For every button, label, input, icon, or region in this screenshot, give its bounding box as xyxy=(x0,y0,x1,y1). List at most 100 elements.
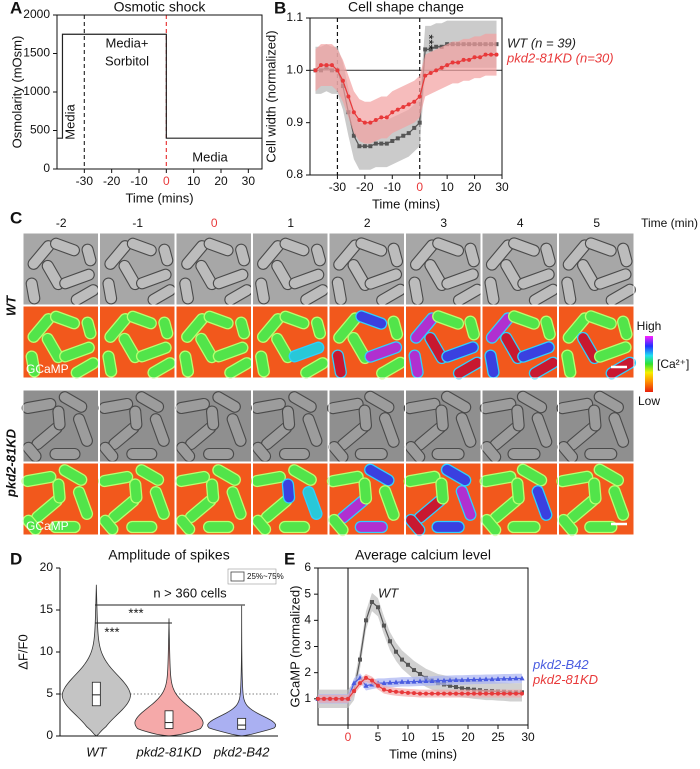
row-label: WT xyxy=(3,295,18,316)
brightfield-frame xyxy=(99,232,177,306)
cell xyxy=(608,485,630,521)
row-label: pkd2-81KD xyxy=(3,428,18,498)
data-point xyxy=(490,691,494,696)
cell xyxy=(556,470,594,488)
y-tick-label: 0 xyxy=(43,161,50,175)
frame-border xyxy=(481,462,558,536)
chart-title: Cell shape change xyxy=(348,0,464,15)
cell xyxy=(593,341,632,363)
chart-title: Average calcium level xyxy=(355,547,491,563)
data-point xyxy=(483,676,489,682)
data-point xyxy=(346,94,351,99)
data-point xyxy=(370,678,374,683)
data-point xyxy=(390,110,395,115)
annotation: n > 360 cells xyxy=(153,585,227,600)
cell xyxy=(508,237,540,257)
cell xyxy=(511,404,525,432)
cell xyxy=(281,478,296,504)
y-tick-label: 0.9 xyxy=(286,115,303,129)
colorbar-high: High xyxy=(637,319,662,333)
cell xyxy=(556,397,594,415)
iqr-box xyxy=(91,681,101,707)
cell xyxy=(378,412,400,448)
brightfield-frame xyxy=(326,389,405,464)
data-point xyxy=(448,683,452,688)
cell xyxy=(22,514,42,536)
data-point xyxy=(412,99,417,104)
cell xyxy=(354,447,388,461)
cell xyxy=(102,350,118,378)
data-point xyxy=(357,144,362,149)
cell xyxy=(70,357,100,379)
cell xyxy=(99,441,119,463)
cell xyxy=(129,405,143,431)
data-point xyxy=(423,73,428,78)
cell xyxy=(73,413,93,447)
x-axis-label: Time (mins) xyxy=(125,190,193,205)
cell xyxy=(517,341,555,363)
series-line xyxy=(57,33,262,139)
data-point xyxy=(429,678,435,684)
x-tick-label: 0 xyxy=(163,174,170,188)
data-point xyxy=(358,657,362,662)
cell xyxy=(25,277,41,305)
cell xyxy=(52,405,66,431)
chart-title: Amplitude of spikes xyxy=(108,547,229,563)
gcamp-frame xyxy=(251,462,329,536)
cell xyxy=(587,477,602,505)
cell xyxy=(288,268,325,290)
data-point xyxy=(381,680,387,686)
data-point xyxy=(405,679,411,684)
data-point xyxy=(318,63,323,68)
y-tick-label: 1.0 xyxy=(286,63,303,77)
cell xyxy=(278,520,311,534)
cell xyxy=(271,332,294,364)
series-label: pkd2-81KD xyxy=(532,672,598,687)
y-axis-label: Osmolarity (mOsm) xyxy=(9,36,24,149)
gcamp-frame xyxy=(558,305,637,380)
y-tick-label: 2 xyxy=(304,665,311,679)
data-point xyxy=(373,141,378,146)
cell xyxy=(21,470,57,488)
data-point xyxy=(424,691,428,696)
data-point xyxy=(430,691,434,696)
cell xyxy=(135,341,172,363)
gcamp-frame xyxy=(403,462,482,537)
data-point xyxy=(472,55,477,60)
data-point xyxy=(316,696,320,701)
x-tick-label: 20 xyxy=(214,174,228,188)
cell xyxy=(203,447,235,461)
data-point xyxy=(483,52,488,57)
cell xyxy=(279,310,310,330)
y-axis-label: GCaMP (normalized) xyxy=(287,586,302,708)
data-point xyxy=(368,120,373,125)
frame-border xyxy=(328,232,405,306)
cell xyxy=(584,310,617,330)
y-tick-label: 0.8 xyxy=(286,167,303,181)
brightfield-frame xyxy=(556,389,635,464)
data-point xyxy=(400,690,404,695)
cell xyxy=(516,390,548,414)
frame-border xyxy=(481,389,558,463)
cell xyxy=(617,242,633,268)
colorbar-label: [Ca²⁺] xyxy=(657,357,689,371)
data-point xyxy=(412,125,417,130)
cell xyxy=(435,477,449,505)
legend-frame xyxy=(227,568,277,585)
x-tick-label: 0 xyxy=(416,180,423,194)
data-point xyxy=(507,675,513,681)
data-point xyxy=(401,104,406,109)
frame-border xyxy=(22,232,99,306)
cell xyxy=(149,486,170,520)
gcamp-frame: GCaMP xyxy=(21,462,99,536)
data-point xyxy=(434,44,439,49)
data-point xyxy=(376,683,380,688)
cell xyxy=(557,440,579,464)
data-point xyxy=(477,676,483,682)
cell xyxy=(327,513,349,537)
brightfield-frame xyxy=(175,232,253,306)
cell xyxy=(403,470,441,488)
data-point xyxy=(496,691,500,696)
gcamp-frame: GCaMP xyxy=(22,305,100,379)
